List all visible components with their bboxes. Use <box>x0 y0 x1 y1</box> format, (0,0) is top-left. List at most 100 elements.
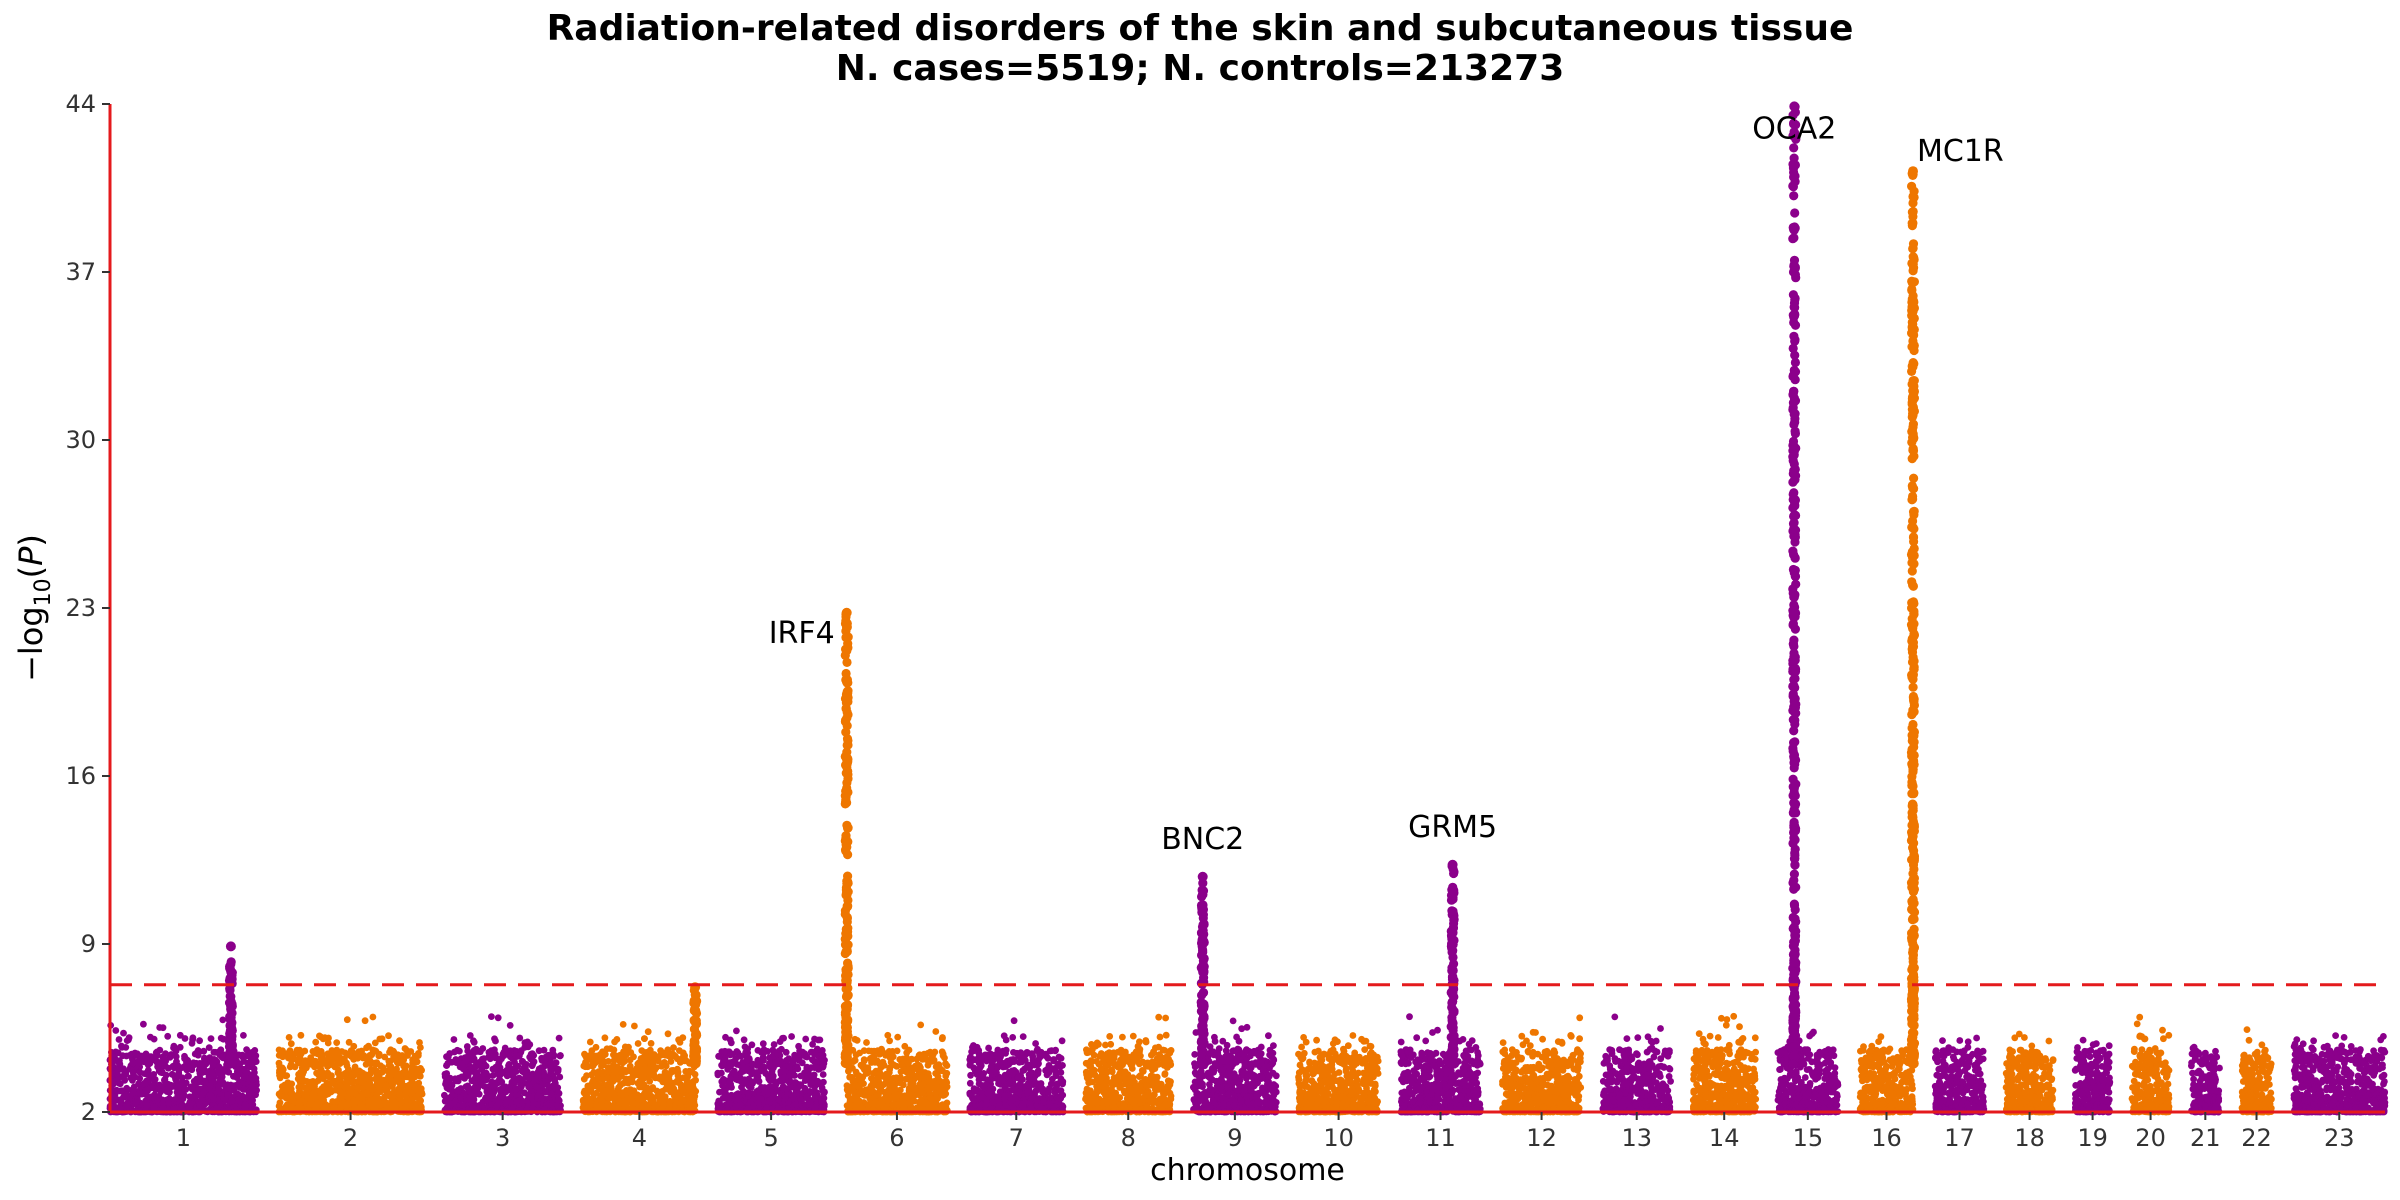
snp-point <box>390 1101 398 1108</box>
snp-point <box>294 1099 302 1107</box>
snp-point <box>790 1056 798 1064</box>
snp-point <box>814 1077 822 1085</box>
snp-point <box>143 1101 151 1109</box>
snp-point <box>596 1051 604 1058</box>
snp-point <box>479 1076 487 1084</box>
snp-point <box>326 1061 334 1069</box>
snp-point <box>324 1039 332 1047</box>
snp-point <box>131 1049 139 1057</box>
snp-point <box>634 1040 642 1047</box>
snp-point <box>819 1071 827 1078</box>
snp-point <box>393 1071 400 1079</box>
snp-point <box>348 1071 356 1079</box>
snp-point <box>168 1070 176 1078</box>
snp-point <box>812 1050 819 1058</box>
snp-point <box>418 1066 425 1074</box>
snp-point <box>135 1057 143 1065</box>
snp-point <box>347 1047 355 1054</box>
snp-point <box>396 1037 403 1045</box>
snp-point <box>555 1034 563 1042</box>
snp-point <box>398 1078 406 1086</box>
snp-point <box>196 1060 204 1067</box>
chromosome-points-1 <box>106 1016 260 1116</box>
snp-point <box>157 1068 165 1076</box>
snp-point <box>407 1075 415 1083</box>
snp-point <box>416 1072 424 1080</box>
snp-point <box>359 1091 367 1098</box>
snp-point <box>535 1091 543 1099</box>
snp-point <box>195 1048 203 1056</box>
snp-point <box>122 1092 130 1100</box>
snp-point <box>132 1099 140 1107</box>
snp-point <box>675 1036 682 1044</box>
snp-point <box>889 1053 897 1061</box>
snp-point <box>116 1060 124 1068</box>
snp-point <box>601 1034 609 1042</box>
snp-point <box>466 1095 473 1103</box>
snp-point <box>728 1050 736 1058</box>
snp-point <box>489 1088 497 1096</box>
snp-point <box>493 1103 501 1110</box>
snp-point <box>407 1102 414 1109</box>
snp-point <box>803 1094 811 1101</box>
snp-point <box>932 1028 940 1035</box>
snp-point <box>732 1103 739 1111</box>
snp-point <box>336 1094 344 1101</box>
snp-point <box>154 1098 162 1105</box>
snp-point <box>627 1093 635 1101</box>
snp-point <box>480 1055 488 1062</box>
snp-point <box>863 1039 870 1046</box>
snp-point <box>943 1062 951 1069</box>
snp-point <box>897 1068 905 1076</box>
snp-point <box>490 1052 498 1060</box>
snp-point <box>367 1097 374 1105</box>
snp-point <box>802 1069 809 1076</box>
snp-point <box>311 1057 319 1065</box>
snp-point <box>506 1051 514 1059</box>
snp-point <box>322 1087 330 1095</box>
snp-point <box>775 1095 782 1103</box>
snp-point <box>125 1034 133 1042</box>
snp-point <box>448 1081 456 1089</box>
snp-point <box>740 1036 748 1044</box>
snp-point <box>202 1060 210 1068</box>
snp-point <box>178 1102 185 1110</box>
snp-point <box>407 1089 414 1097</box>
snp-point <box>303 1088 311 1096</box>
snp-point <box>688 1094 696 1101</box>
snp-point <box>801 1084 809 1092</box>
snp-point <box>316 1062 324 1070</box>
snp-point <box>131 1073 139 1081</box>
snp-point <box>207 1035 215 1042</box>
snp-point <box>719 1082 726 1089</box>
snp-point <box>176 1031 184 1039</box>
snp-point <box>593 1089 600 1097</box>
snp-point <box>901 1042 909 1050</box>
snp-point <box>408 1066 416 1073</box>
snp-point <box>234 1096 242 1104</box>
snp-point <box>311 1049 319 1057</box>
snp-point <box>673 1055 681 1063</box>
snp-point <box>763 1104 770 1112</box>
snp-point <box>371 1039 379 1047</box>
snp-point <box>403 1082 411 1090</box>
snp-point <box>737 1069 745 1077</box>
snp-point <box>303 1060 311 1067</box>
snp-point <box>915 1052 923 1059</box>
snp-point <box>451 1075 459 1083</box>
snp-point <box>545 1076 553 1083</box>
snp-point <box>394 1052 402 1060</box>
snp-point <box>385 1032 392 1040</box>
snp-point <box>184 1057 192 1064</box>
snp-point <box>613 1036 621 1043</box>
snp-point <box>281 1081 289 1089</box>
snp-point <box>165 1099 173 1107</box>
snp-point <box>527 1094 535 1102</box>
snp-point <box>857 1061 865 1069</box>
snp-point <box>136 1069 144 1076</box>
snp-point <box>526 1081 533 1089</box>
snp-point <box>415 1079 423 1087</box>
snp-point <box>649 1059 657 1067</box>
snp-point <box>120 1029 127 1037</box>
